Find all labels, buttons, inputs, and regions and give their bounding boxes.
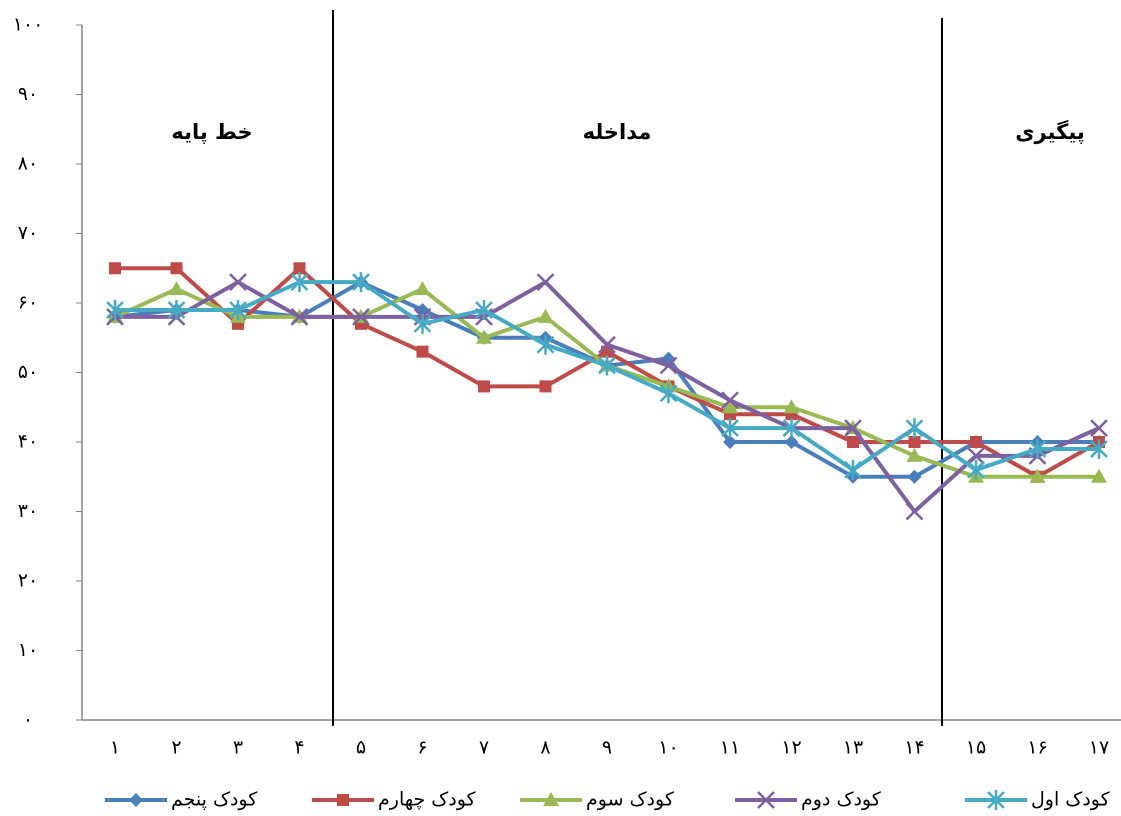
marker: [352, 308, 370, 326]
legend-label: کودک چهارم: [378, 789, 477, 811]
phase-label: پیگیری: [1015, 119, 1085, 144]
marker: [537, 308, 554, 323]
legend-item: کودک پنجم: [105, 789, 258, 811]
marker: [109, 262, 121, 275]
marker: [721, 391, 739, 410]
marker: [598, 355, 616, 376]
legend-item: کودک دوم: [735, 789, 882, 811]
marker: [352, 272, 370, 293]
legend-item: کودک اول: [965, 789, 1111, 811]
marker: [783, 399, 800, 414]
legend-label: کودک دوم: [801, 789, 882, 811]
x-tick-label: ۱۶: [1027, 737, 1047, 759]
x-tick-label: ۱: [110, 737, 120, 759]
marker: [598, 335, 616, 354]
x-tick-label: ۸: [540, 737, 550, 759]
x-tick-label: ۴: [294, 737, 304, 759]
marker: [167, 299, 186, 320]
marker: [106, 299, 124, 320]
marker: [1090, 419, 1108, 437]
y-tick-label: ۸۰: [18, 153, 38, 175]
legend-marker: [129, 793, 143, 807]
x-tick-label: ۵: [356, 737, 366, 759]
marker: [908, 436, 921, 448]
marker: [478, 380, 490, 393]
x-tick-label: ۱۷: [1089, 737, 1109, 759]
y-tick-label: ۳۰: [18, 500, 38, 522]
marker: [416, 345, 429, 358]
legend-marker: [987, 790, 1005, 810]
marker: [967, 447, 985, 465]
series-line: [114, 280, 1099, 479]
marker: [293, 262, 306, 275]
legend-marker: [337, 794, 349, 806]
legend-item: کودک سوم: [520, 789, 675, 811]
y-tick-label: ۵۰: [18, 361, 38, 383]
marker: [723, 435, 737, 449]
marker: [539, 380, 552, 393]
marker: [290, 308, 309, 326]
marker: [536, 334, 555, 355]
y-tick-label: ۷۰: [18, 222, 38, 244]
marker: [722, 399, 738, 414]
marker: [414, 281, 431, 296]
legend-label: کودک سوم: [586, 789, 675, 811]
marker: [847, 436, 859, 448]
marker: [290, 272, 309, 293]
marker: [906, 447, 923, 462]
marker: [536, 273, 555, 292]
marker: [844, 459, 862, 480]
phase-label: مداخله: [583, 120, 652, 144]
marker: [170, 262, 183, 275]
x-tick-label: ۱۴: [904, 737, 924, 759]
marker: [905, 418, 924, 439]
legend-marker: [757, 791, 775, 809]
marker: [1091, 468, 1107, 483]
marker: [905, 502, 924, 521]
marker: [782, 418, 801, 439]
marker: [844, 419, 862, 437]
y-tick-label: ۹۰: [18, 83, 38, 105]
x-tick-label: ۱۰: [658, 737, 678, 759]
marker: [168, 281, 185, 296]
marker: [475, 299, 493, 320]
y-tick-label: ۰: [23, 709, 33, 731]
marker: [229, 299, 247, 320]
x-tick-label: ۷: [479, 737, 489, 759]
marker: [659, 383, 678, 404]
y-tick-label: ۲۰: [18, 570, 38, 592]
marker: [970, 436, 982, 448]
y-tick-label: ۱۰۰: [13, 14, 44, 36]
marker: [659, 356, 678, 375]
marker: [907, 469, 922, 484]
y-tick-label: ۱۰: [18, 639, 38, 661]
marker: [784, 435, 799, 449]
marker: [229, 273, 247, 292]
marker: [476, 329, 492, 344]
x-tick-label: ۱۳: [843, 737, 863, 759]
legend-label: کودک پنجم: [171, 789, 258, 811]
marker: [967, 459, 985, 480]
x-tick-label: ۱۵: [966, 737, 986, 759]
legend-label: کودک اول: [1031, 789, 1111, 811]
y-tick-label: ۴۰: [18, 431, 38, 453]
marker: [721, 418, 739, 439]
legend-marker: [543, 792, 559, 806]
x-tick-label: ۳: [233, 737, 243, 759]
series-line: [114, 287, 1099, 479]
marker: [413, 313, 432, 334]
marker: [1028, 438, 1047, 459]
x-tick-label: ۱۱: [720, 737, 740, 759]
y-tick-label: ۶۰: [18, 292, 38, 314]
x-tick-label: ۲: [171, 737, 181, 759]
marker: [1029, 468, 1046, 483]
phase-label: خط پایه: [171, 120, 252, 144]
x-tick-label: ۶: [417, 737, 427, 759]
x-tick-label: ۱۲: [781, 737, 801, 759]
marker: [1090, 438, 1108, 459]
x-tick-label: ۹: [602, 737, 612, 759]
legend-item: کودک چهارم: [312, 789, 477, 811]
